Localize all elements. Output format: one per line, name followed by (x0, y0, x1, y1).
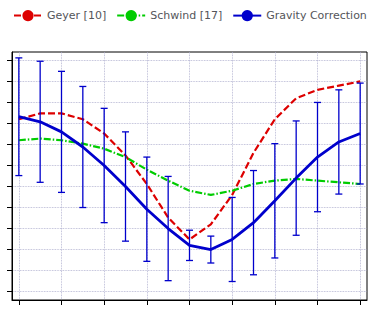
svg-text:Geyer [10]: Geyer [10] (47, 9, 106, 22)
svg-text:Schwind [17]: Schwind [17] (150, 9, 222, 22)
svg-text:Gravity Correction: Gravity Correction (266, 9, 367, 22)
